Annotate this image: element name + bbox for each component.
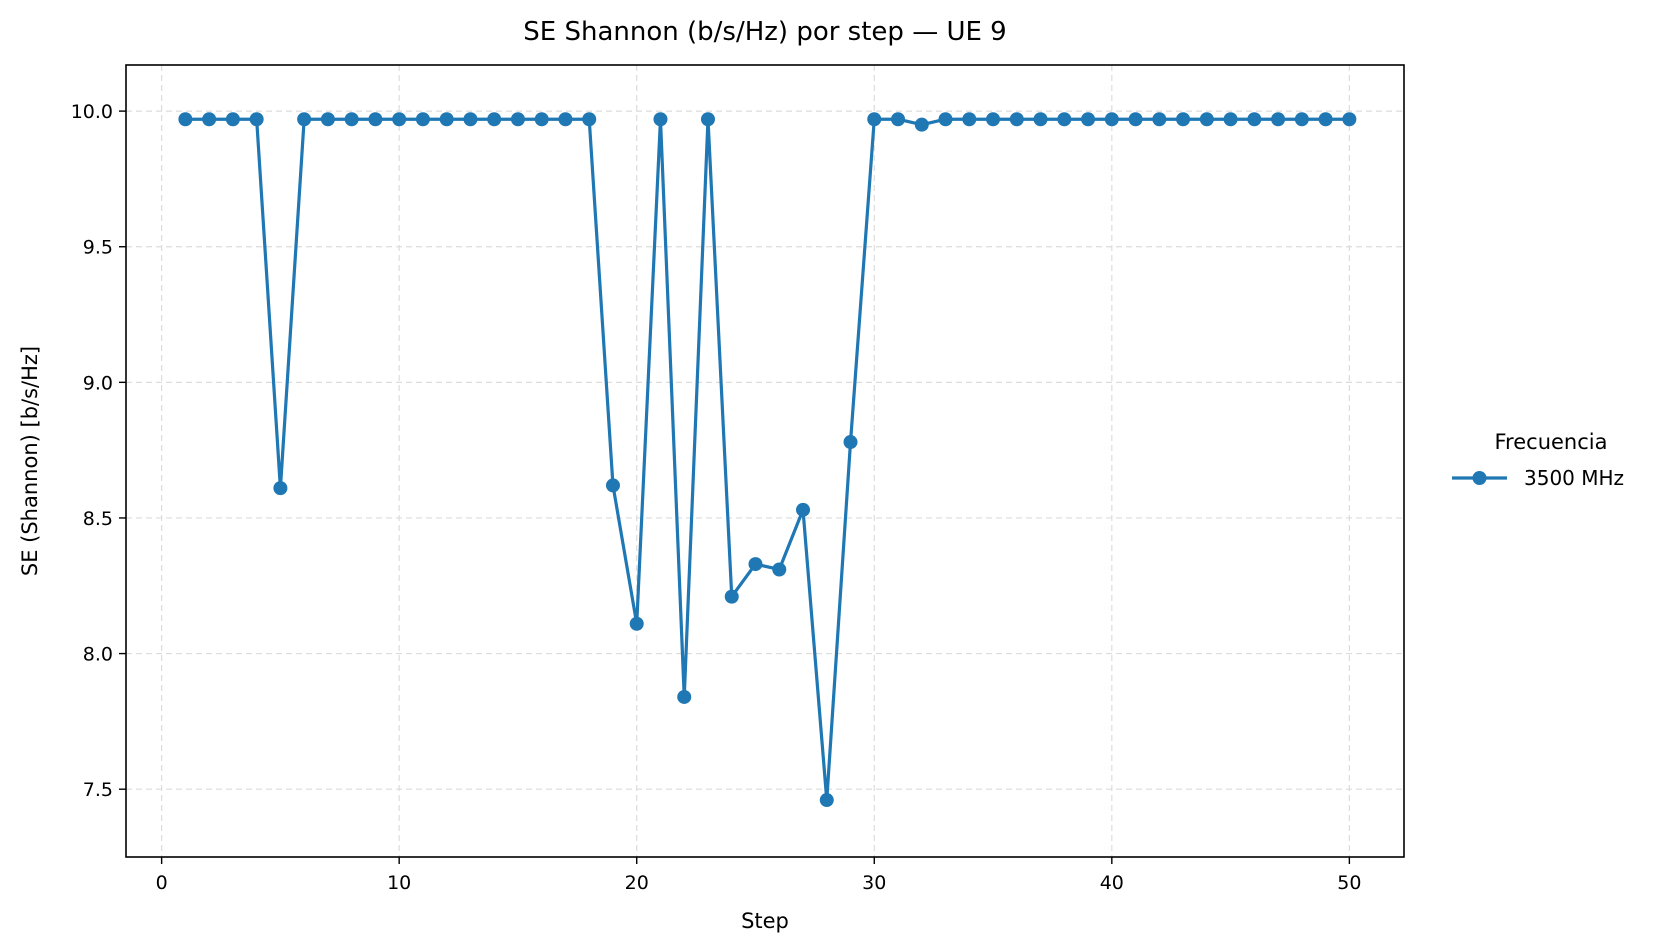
data-point [1318, 112, 1333, 127]
y-axis-label: SE (Shannon) [b/s/Hz] [18, 346, 42, 576]
data-point [178, 112, 193, 127]
grid [126, 65, 1404, 857]
data-point [202, 112, 217, 127]
data-point [1294, 112, 1309, 127]
data-point [629, 616, 644, 631]
x-tick-label: 50 [1337, 872, 1361, 894]
data-point [796, 502, 811, 517]
data-point [1152, 112, 1167, 127]
x-tick-label: 30 [862, 872, 886, 894]
data-point [368, 112, 383, 127]
x-tick-label: 40 [1100, 872, 1124, 894]
data-point [1342, 112, 1357, 127]
x-tick-label: 0 [156, 872, 168, 894]
data-point [1057, 112, 1072, 127]
legend-title: Frecuencia [1495, 430, 1608, 454]
legend-marker-3500-mhz [1472, 471, 1487, 485]
data-point [605, 478, 620, 493]
data-point [891, 112, 906, 127]
data-point [1009, 112, 1024, 127]
data-point [1081, 112, 1096, 127]
data-point [914, 117, 929, 132]
data-point [1223, 112, 1238, 127]
series-layer [178, 112, 1357, 808]
data-point [1033, 112, 1048, 127]
data-point [1176, 112, 1191, 127]
data-point [463, 112, 478, 127]
data-point [487, 112, 502, 127]
data-point [558, 112, 573, 127]
data-point [439, 112, 454, 127]
y-tick-label: 8.5 [83, 508, 113, 530]
data-point [1247, 112, 1262, 127]
data-point [867, 112, 882, 127]
x-axis-label: Step [741, 909, 789, 933]
axis-ticks: 0 10 20 30 40 50 7.5 8.0 8.5 9.0 9.5 10.0 [71, 101, 1362, 894]
data-point [225, 112, 240, 127]
data-point [320, 112, 335, 127]
data-point [297, 112, 312, 127]
data-point [819, 793, 834, 808]
data-point [415, 112, 430, 127]
data-point [843, 435, 858, 450]
y-tick-label: 9.5 [83, 237, 113, 259]
data-point [1104, 112, 1119, 127]
data-point [344, 112, 359, 127]
legend-entry-3500-mhz: 3500 MHz [1524, 466, 1624, 490]
data-point [582, 112, 597, 127]
data-point [986, 112, 1001, 127]
data-point [1128, 112, 1143, 127]
chart-title: SE Shannon (b/s/Hz) por step — UE 9 [523, 17, 1006, 47]
data-point [653, 112, 668, 127]
legend: Frecuencia 3500 MHz [1452, 430, 1624, 490]
series-line-3500-mhz [185, 117, 1350, 802]
data-point [534, 112, 549, 127]
data-point [748, 557, 763, 572]
data-point [273, 481, 288, 496]
data-point [392, 112, 407, 127]
y-tick-label: 10.0 [71, 101, 113, 123]
plot-frame [125, 64, 1405, 858]
data-point [249, 112, 264, 127]
y-tick-label: 8.0 [83, 644, 113, 666]
x-tick-label: 20 [625, 872, 649, 894]
data-point [1199, 112, 1214, 127]
y-tick-label: 7.5 [83, 779, 113, 801]
data-point [700, 112, 715, 127]
data-point [510, 112, 525, 127]
data-point [938, 112, 953, 127]
data-point [724, 589, 739, 604]
data-point [677, 689, 692, 704]
data-point [962, 112, 977, 127]
data-point [1271, 112, 1286, 127]
x-tick-label: 10 [387, 872, 411, 894]
y-tick-label: 9.0 [83, 372, 113, 394]
data-point [772, 562, 787, 577]
